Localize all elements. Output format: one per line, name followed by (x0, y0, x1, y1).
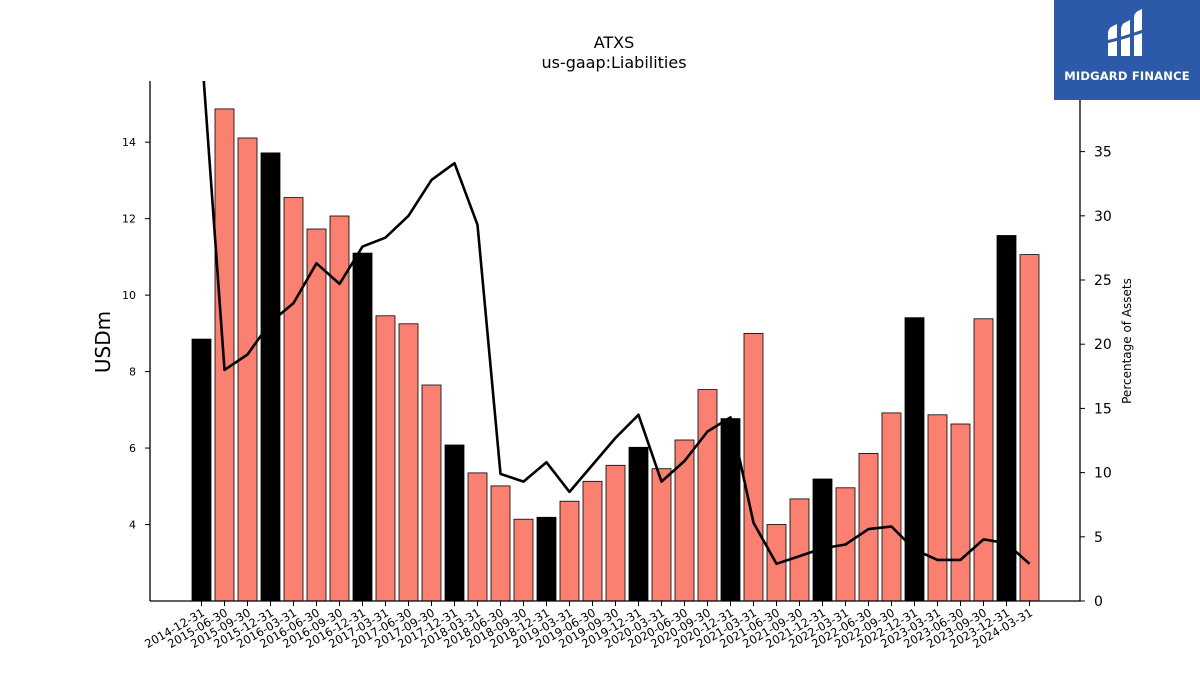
bar (260, 152, 281, 602)
bar (467, 472, 488, 602)
brand-logo: MIDGARD FINANCE (1054, 0, 1200, 100)
y2-axis-label: Percentage of Assets (1120, 278, 1134, 404)
bar (697, 389, 718, 602)
bar (651, 468, 672, 602)
bar (237, 137, 258, 602)
y2-tick-label: 35 (1094, 145, 1112, 161)
bar (674, 439, 695, 602)
bar (536, 516, 557, 602)
bar (605, 464, 626, 602)
bar (306, 228, 327, 602)
y-axis-label: USDm (91, 311, 115, 373)
bar (812, 478, 833, 602)
bar (789, 498, 810, 602)
bar (375, 315, 396, 602)
bar (283, 197, 304, 602)
y2-tick-label: 30 (1094, 209, 1112, 225)
percentage-line (202, 81, 1031, 566)
bar (191, 338, 212, 602)
bar (881, 412, 902, 602)
y-tick-label: 4 (129, 519, 136, 532)
bar (743, 332, 764, 602)
bar (352, 252, 373, 602)
y2-tick-label: 10 (1094, 466, 1112, 482)
brand-name: MIDGARD FINANCE (1064, 69, 1190, 83)
bar (927, 414, 948, 602)
bar (1019, 254, 1040, 602)
y-tick-label: 8 (129, 366, 136, 379)
bar (996, 235, 1017, 602)
bar (582, 480, 603, 602)
chart-subtitle: us-gaap:Liabilities (541, 53, 686, 72)
bar (444, 444, 465, 602)
midgard-m-logo-icon (1105, 9, 1147, 56)
bar (490, 485, 511, 602)
y-tick-label: 12 (122, 213, 136, 226)
y2-tick-label: 20 (1094, 337, 1112, 353)
bar (973, 318, 994, 602)
bar (398, 323, 419, 602)
y-tick-label: 6 (129, 442, 136, 455)
bar (950, 423, 971, 602)
y2-tick-label: 0 (1094, 594, 1103, 610)
bar (904, 317, 925, 602)
chart-title: ATXS (594, 33, 635, 52)
y2-tick-label: 15 (1094, 401, 1112, 417)
bar (421, 384, 442, 602)
bar (513, 518, 534, 602)
y2-tick-label: 5 (1094, 530, 1103, 546)
y-tick-label: 14 (122, 136, 136, 149)
y-tick-label: 10 (122, 289, 136, 302)
y2-tick-label: 25 (1094, 273, 1112, 289)
bar (628, 446, 649, 602)
bar (559, 500, 580, 602)
